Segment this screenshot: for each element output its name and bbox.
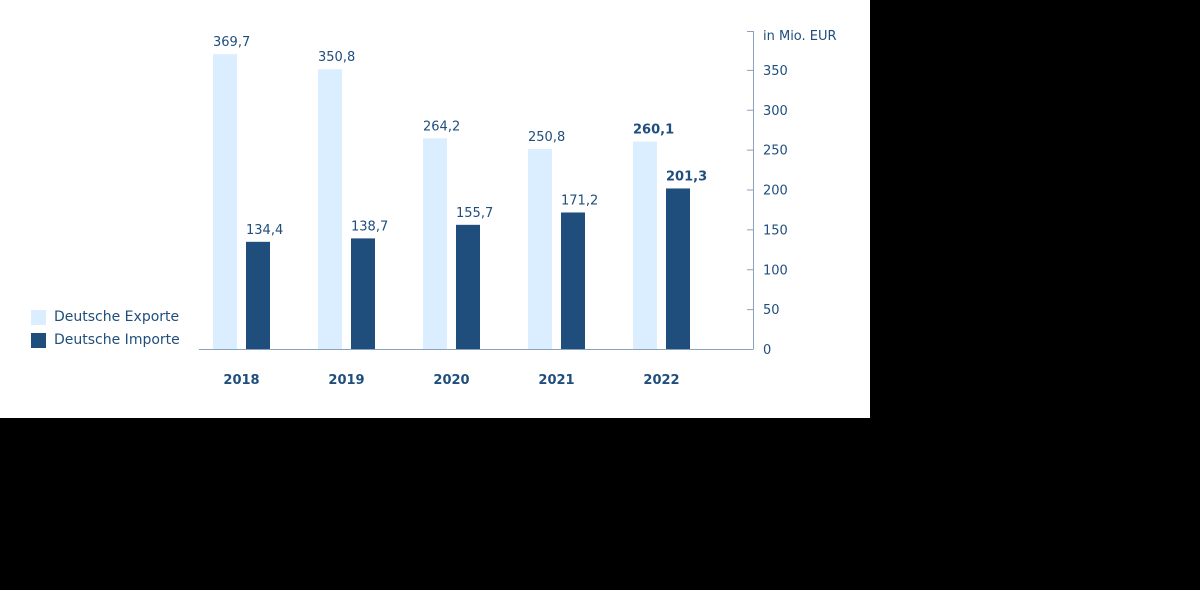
value-label-imports-2020: 155,7	[456, 206, 493, 221]
bar-exports-2022	[633, 141, 657, 349]
value-label-imports-2021: 171,2	[561, 193, 598, 208]
bar-chart: 369,7 134,4 2018 350,8 138,7 2019 264,2 155,7 20…	[199, 29, 837, 388]
legend-item-imports: Deutsche Importe	[31, 331, 180, 349]
legend-label-exports: Deutsche Exporte	[54, 309, 180, 325]
bar-imports-2020	[456, 224, 480, 349]
y-tick-label-0: 0	[763, 343, 771, 358]
value-label-exports-2020: 264,2	[423, 119, 460, 134]
y-tick-label-50: 50	[763, 303, 780, 318]
value-label-imports-2022: 201,3	[666, 169, 707, 184]
legend-swatch-imports	[31, 332, 46, 348]
bar-exports-2019	[318, 69, 342, 349]
value-label-imports-2019: 138,7	[351, 219, 388, 234]
x-tick-label-2019: 2019	[328, 373, 364, 388]
bar-imports-2018	[246, 241, 270, 349]
chart-canvas: 369,7 134,4 2018 350,8 138,7 2019 264,2 155,7 20…	[0, 0, 870, 418]
bar-exports-2021	[528, 148, 552, 349]
legend-item-exports: Deutsche Exporte	[31, 308, 179, 326]
value-label-exports-2022: 260,1	[633, 123, 674, 138]
y-tick-label-350: 350	[763, 64, 788, 79]
value-label-exports-2018: 369,7	[213, 35, 250, 50]
x-tick-label-2021: 2021	[538, 373, 574, 388]
bar-exports-2020	[423, 138, 447, 349]
y-axis-unit-label: in Mio. EUR	[763, 29, 837, 44]
x-tick-label-2018: 2018	[223, 373, 259, 388]
y-tick-label-100: 100	[763, 263, 788, 278]
y-tick-label-150: 150	[763, 223, 788, 238]
x-tick-label-2022: 2022	[643, 373, 679, 388]
bar-imports-2022	[666, 188, 690, 349]
value-label-exports-2021: 250,8	[528, 130, 565, 145]
x-tick-label-2020: 2020	[433, 373, 469, 388]
legend-swatch-exports	[31, 309, 46, 325]
legend-label-imports: Deutsche Importe	[54, 332, 180, 348]
bar-exports-2018	[213, 54, 237, 350]
bar-imports-2021	[561, 212, 585, 349]
value-label-exports-2019: 350,8	[318, 50, 355, 65]
bar-imports-2019	[351, 238, 375, 349]
y-tick-label-250: 250	[763, 144, 788, 159]
y-tick-label-200: 200	[763, 184, 788, 199]
value-label-imports-2018: 134,4	[246, 223, 283, 238]
y-tick-label-300: 300	[763, 104, 788, 119]
